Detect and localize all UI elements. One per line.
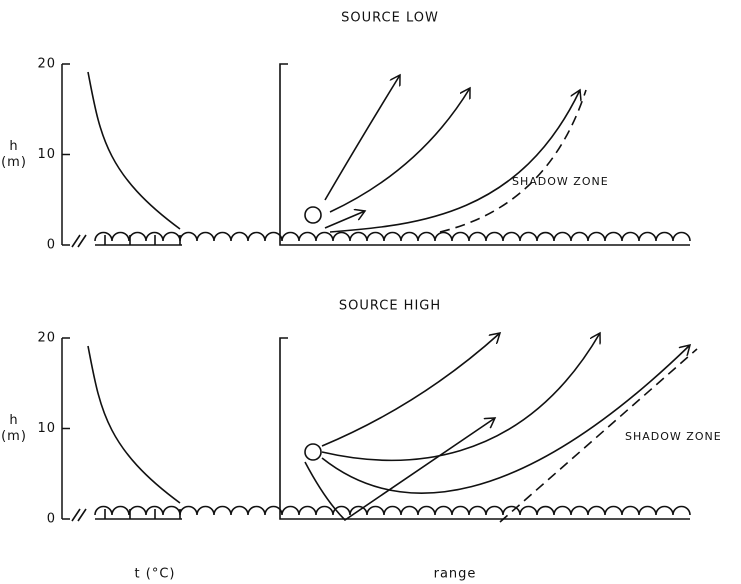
temperature-axis: [95, 509, 182, 519]
panel-title: SOURCE HIGH: [339, 299, 441, 314]
y-tick-label: 10: [37, 421, 56, 436]
y-label: h: [9, 413, 18, 428]
y-tick-label: 0: [47, 238, 56, 253]
temperature-profile: [88, 72, 180, 229]
range-axis: [280, 338, 690, 519]
y-label: (m): [1, 429, 27, 444]
rays: [305, 75, 586, 232]
x-label: range: [434, 567, 477, 582]
temperature-profile: [88, 346, 180, 503]
y-tick-label: 10: [37, 147, 56, 162]
y-label: (m): [1, 155, 27, 170]
axis-break: [72, 509, 86, 521]
annotation: SHADOW ZONE: [512, 175, 609, 188]
x-label: t (°C): [135, 567, 176, 582]
figure: SOURCE LOW SOURCE HIGH t (°C) range SHAD…: [0, 0, 741, 584]
y-label: h: [9, 139, 18, 154]
axis-break: [72, 235, 86, 247]
ground: [95, 507, 690, 516]
y-tick-label: 0: [47, 512, 56, 527]
temperature-axis: [95, 235, 182, 245]
y-tick-label: 20: [37, 57, 56, 72]
panel-title: SOURCE LOW: [341, 11, 439, 26]
range-axis: [280, 64, 690, 245]
annotation: SHADOW ZONE: [625, 430, 722, 443]
y-tick-label: 20: [37, 331, 56, 346]
ground: [95, 233, 690, 242]
rays: [305, 333, 697, 522]
